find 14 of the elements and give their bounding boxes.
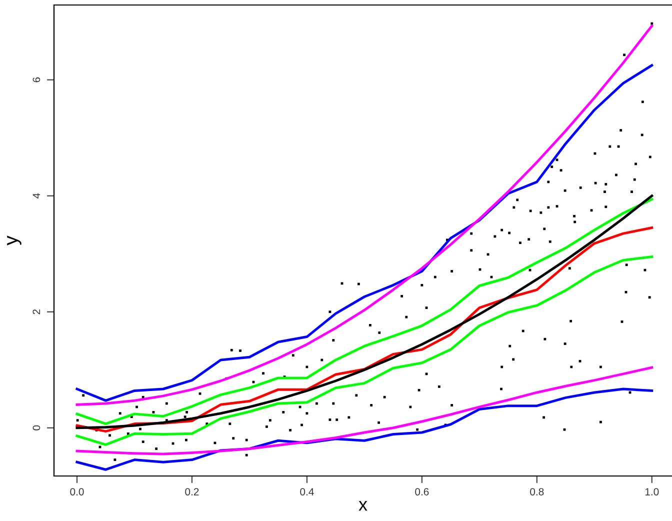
y-tick-label: 0 [32,425,40,430]
x-tick-label: 0.4 [300,488,314,496]
x-tick-label: 0.8 [530,488,544,496]
x-axis-title: x [358,501,368,511]
line-series [76,366,654,456]
y-tick-label: 2 [32,309,40,314]
x-tick-label: 0.2 [185,488,199,496]
line-series [76,255,654,446]
x-tick-label: 1.0 [645,488,659,496]
y-axis-title: y [7,236,22,246]
y-tick-label: 4 [32,193,40,198]
y-tick-label: 6 [32,77,40,82]
x-tick-label: 0.6 [415,488,429,496]
x-tick-label: 0.0 [70,488,84,496]
